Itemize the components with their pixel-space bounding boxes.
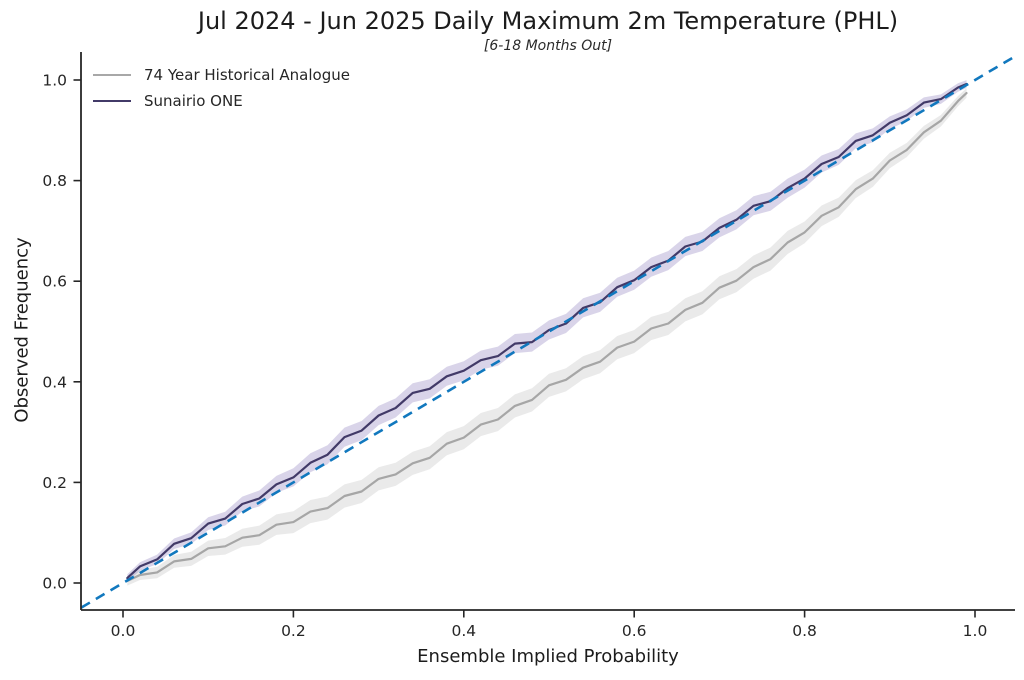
legend-item-label: Sunairio ONE (144, 92, 243, 110)
series-line-sunairio (126, 82, 968, 580)
y-tick-label: 0.8 (42, 172, 67, 190)
chart-title: Jul 2024 - Jun 2025 Daily Maximum 2m Tem… (197, 7, 899, 35)
legend-item-sunairio-one: Sunairio ONE (93, 88, 350, 114)
x-tick-label: 0.6 (622, 622, 647, 640)
y-tick-label: 0.6 (42, 273, 67, 291)
chart-subtitle: [6-18 Months Out] (483, 38, 613, 54)
y-tick-label: 1.0 (42, 72, 67, 90)
y-tick-label: 0.2 (42, 474, 67, 492)
legend-item-historical-analogue: 74 Year Historical Analogue (93, 62, 350, 88)
y-axis-label: Observed Frequency (11, 237, 33, 423)
reference-diagonal-line (80, 55, 1015, 609)
y-tick-label: 0.4 (42, 373, 67, 391)
x-tick-label: 1.0 (963, 622, 988, 640)
legend-line-swatch-historical (93, 74, 131, 76)
x-tick-label: 0.2 (281, 622, 306, 640)
x-tick-label: 0.0 (111, 622, 136, 640)
x-tick-label: 0.4 (451, 622, 476, 640)
series-line-historical (126, 91, 968, 583)
legend-line-swatch-sunairio (93, 100, 131, 102)
y-tick-label: 0.0 (42, 575, 67, 593)
legend: 74 Year Historical Analogue Sunairio ONE (93, 62, 350, 114)
x-axis-label: Ensemble Implied Probability (417, 646, 679, 667)
legend-item-label: 74 Year Historical Analogue (144, 66, 350, 84)
x-tick-label: 0.8 (792, 622, 817, 640)
